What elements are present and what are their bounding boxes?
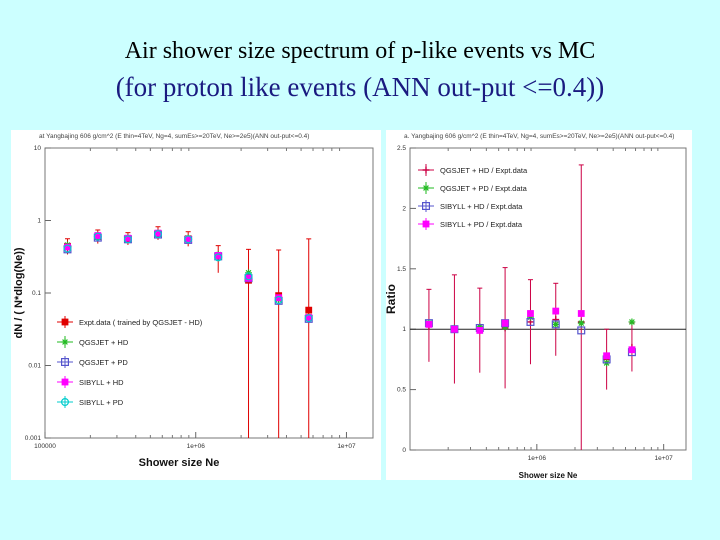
y-tick-label: 1 xyxy=(402,326,406,333)
data-point xyxy=(476,327,484,334)
data-point xyxy=(63,244,72,253)
data-point xyxy=(577,326,586,335)
data-point xyxy=(305,306,313,314)
plot-frame xyxy=(409,147,687,451)
legend-label: QGSJET + HD xyxy=(79,338,129,347)
data-point xyxy=(577,319,585,327)
legend-label: SIBYLL + HD / Expt.data xyxy=(440,202,523,211)
data-point xyxy=(526,317,535,326)
y-tick-label: 0.001 xyxy=(25,435,42,442)
legend-marker xyxy=(61,378,69,386)
data-point xyxy=(552,320,560,328)
data-point xyxy=(184,235,193,244)
spectrum-chart: at Yangbajing 606 g/cm^2 (E thin=4TeV, N… xyxy=(13,133,374,469)
data-point xyxy=(425,320,433,328)
y-tick-label: 2 xyxy=(402,205,406,212)
data-point xyxy=(214,252,222,259)
data-point xyxy=(304,314,313,323)
data-point xyxy=(527,310,534,317)
x-tick-label: 1e+07 xyxy=(655,455,674,462)
data-point xyxy=(628,346,636,354)
y-axis-title: Ratio xyxy=(386,284,398,314)
legend-label: SIBYLL + PD xyxy=(79,398,124,407)
legend-label: QGSJET + PD / Expt.data xyxy=(440,184,528,193)
y-tick-label: 0.01 xyxy=(28,363,41,370)
data-point xyxy=(305,314,313,321)
legend-marker xyxy=(422,166,430,174)
legend-label: QGSJET + HD / Expt.data xyxy=(440,166,528,175)
y-tick-label: 1.5 xyxy=(397,266,406,273)
data-point xyxy=(275,294,283,302)
y-tick-label: 2.5 xyxy=(397,145,406,152)
data-point xyxy=(94,232,102,239)
legend-marker xyxy=(421,201,430,210)
x-tick-label: 100000 xyxy=(34,443,56,450)
y-tick-label: 1 xyxy=(37,218,41,225)
ratio-chart: a. Yangbajing 606 g/cm^2 (E thin=4TeV, N… xyxy=(386,133,687,480)
data-point xyxy=(552,307,560,315)
data-point xyxy=(124,234,132,242)
x-tick-label: 1e+06 xyxy=(528,455,547,462)
legend-marker xyxy=(61,318,69,326)
data-point xyxy=(245,274,252,282)
legend-label: Expt.data ( trained by QGSJET - HD) xyxy=(79,318,203,327)
legend-marker xyxy=(61,338,69,346)
chart-header: a. Yangbajing 606 g/cm^2 (E thin=4TeV, N… xyxy=(404,133,674,140)
chart-header: at Yangbajing 606 g/cm^2 (E thin=4TeV, N… xyxy=(39,133,309,140)
data-point xyxy=(476,323,484,331)
x-axis-title: Shower size Ne xyxy=(139,457,220,469)
data-point xyxy=(93,232,102,241)
slide-title-line1: Air shower size spectrum of p-like event… xyxy=(124,38,596,64)
data-point xyxy=(214,253,223,262)
data-point xyxy=(603,352,611,360)
y-tick-label: 0.1 xyxy=(32,290,41,297)
data-point xyxy=(154,229,162,237)
legend-marker xyxy=(60,358,69,367)
data-point xyxy=(64,243,71,251)
x-tick-label: 1e+07 xyxy=(337,443,356,450)
y-tick-label: 10 xyxy=(34,145,42,152)
ratio-chart-panel: a. Yangbajing 606 g/cm^2 (E thin=4TeV, N… xyxy=(386,130,692,480)
legend-label: SIBYLL + HD xyxy=(79,378,124,387)
data-point xyxy=(551,320,560,329)
legend-marker xyxy=(422,184,430,192)
data-point xyxy=(501,319,509,327)
slide-title-line2: (for proton like events (ANN out-put <=0… xyxy=(115,72,605,102)
data-point xyxy=(274,296,283,305)
x-tick-label: 1e+06 xyxy=(187,443,206,450)
data-point xyxy=(628,318,636,326)
data-point xyxy=(244,272,253,281)
legend-label: QGSJET + PD xyxy=(79,358,128,367)
y-tick-label: 0.5 xyxy=(397,387,406,394)
data-point xyxy=(184,235,192,243)
legend-marker xyxy=(60,398,69,407)
plot-frame xyxy=(44,147,374,439)
legend-marker xyxy=(422,220,430,228)
data-point xyxy=(451,325,458,333)
data-point xyxy=(154,230,163,239)
data-point xyxy=(123,235,132,244)
data-point xyxy=(527,313,534,321)
legend-label: SIBYLL + PD / Expt.data xyxy=(440,220,523,229)
data-point xyxy=(577,310,585,317)
x-axis-title: Shower size Ne xyxy=(519,471,578,480)
y-tick-label: 0 xyxy=(402,447,406,454)
spectrum-chart-panel: at Yangbajing 606 g/cm^2 (E thin=4TeV, N… xyxy=(11,130,381,480)
y-axis-title: dN / ( N*dlog(Ne)) xyxy=(13,247,25,338)
